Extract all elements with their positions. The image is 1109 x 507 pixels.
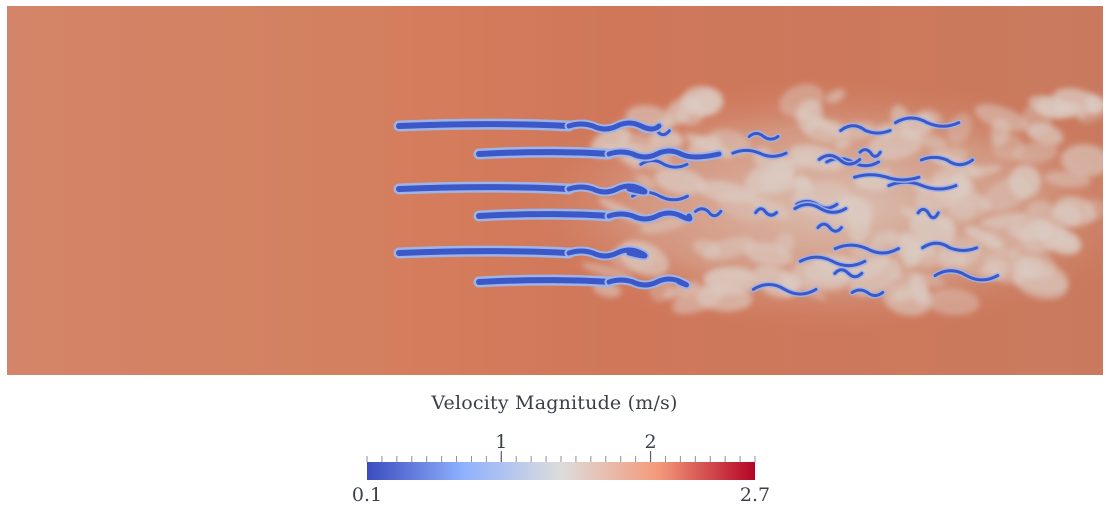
vortex-fragment (850, 288, 885, 298)
wake-patch (1008, 165, 1041, 199)
streak-tail (606, 210, 693, 222)
vortex-fragment (754, 207, 778, 217)
vortex-fragment (921, 241, 979, 252)
wake-patch (834, 137, 852, 150)
streak-tail (566, 183, 648, 195)
wake-patch (1084, 94, 1103, 113)
color-bar-gradient (367, 462, 755, 480)
streak-core (396, 248, 572, 256)
wake-patch (849, 257, 902, 296)
wake-patch (634, 173, 656, 190)
vortex-fragment (816, 222, 843, 233)
vortex-fragment (933, 269, 1000, 282)
wake-patch (990, 118, 1010, 146)
wake-patch (930, 167, 967, 202)
vortex-fragment (798, 255, 867, 268)
wake-patch (672, 284, 725, 315)
wake-patch (1054, 101, 1082, 116)
streak-core (476, 211, 612, 219)
streak-core (476, 277, 612, 285)
streak-tail (566, 247, 648, 259)
wake-patch (882, 281, 933, 316)
wake-patch (665, 95, 701, 119)
wake-patch (1051, 203, 1082, 228)
wake-patch (639, 217, 688, 234)
wake-patch (974, 104, 1029, 132)
wake-patch (964, 226, 1005, 250)
color-bar-tick-label: 2 (644, 431, 656, 453)
vortex-fragment (839, 124, 892, 135)
color-bar-min-label: 0.1 (352, 484, 382, 506)
legend-title: Velocity Magnitude (m/s) (431, 392, 678, 414)
wake-patch (775, 232, 795, 253)
wake-patch (781, 273, 827, 301)
streak-tail (606, 148, 722, 160)
color-bar-tick-label: 1 (495, 431, 507, 453)
wake-patch (919, 135, 948, 150)
streak-core (396, 184, 572, 192)
wake-patch (1020, 220, 1066, 253)
wake-patch (1061, 144, 1103, 177)
vortex-fragment (731, 148, 788, 158)
color-bar-max-label: 2.7 (740, 484, 770, 506)
streak-tail (566, 120, 662, 132)
wake-patch (990, 258, 1009, 279)
vortex-fragment (817, 153, 862, 166)
vortex-fragment (694, 207, 723, 218)
vortex-fragment (919, 155, 975, 167)
wake-patch (694, 91, 718, 114)
vortex-fragment (853, 173, 921, 182)
vortex-fragment (747, 131, 780, 141)
wake-patch (1027, 123, 1064, 146)
color-bar-minor-ticks (366, 456, 756, 462)
wake-patch (825, 88, 846, 104)
wake-patch (947, 113, 972, 144)
vortex-fragment (833, 268, 864, 279)
vortex-fragment (916, 207, 940, 220)
wake-patch (779, 83, 825, 118)
wake-patch (654, 167, 706, 195)
vortex-fragment (893, 116, 961, 128)
vortex-fragment (887, 180, 958, 191)
vortex-fragment (751, 283, 818, 296)
wake-patch (937, 215, 955, 234)
streak-core (476, 149, 612, 157)
wake-patch (897, 232, 923, 263)
wake-patch (980, 212, 1029, 228)
wake-patch (1012, 142, 1059, 164)
wake-patch (796, 111, 845, 136)
vortex-fragment (833, 243, 900, 255)
wake-patch (692, 239, 721, 256)
wake-vortices (581, 83, 1103, 316)
vortex-fragment (793, 202, 848, 214)
streak-tail (606, 276, 689, 288)
streak-core (396, 121, 572, 129)
wake-patch (848, 212, 871, 244)
vortex-fragment (858, 148, 882, 158)
wake-patch (926, 288, 980, 316)
slow-velocity-streaks (393, 118, 724, 290)
velocity-field-plot (7, 6, 1103, 375)
wake-patch (1018, 255, 1044, 279)
wake-patch (899, 206, 933, 224)
wake-patch (1084, 198, 1103, 221)
wake-patch (663, 281, 701, 299)
wake-patch (771, 156, 805, 168)
wake-patch (1055, 231, 1078, 251)
wake-patch (1026, 200, 1058, 227)
